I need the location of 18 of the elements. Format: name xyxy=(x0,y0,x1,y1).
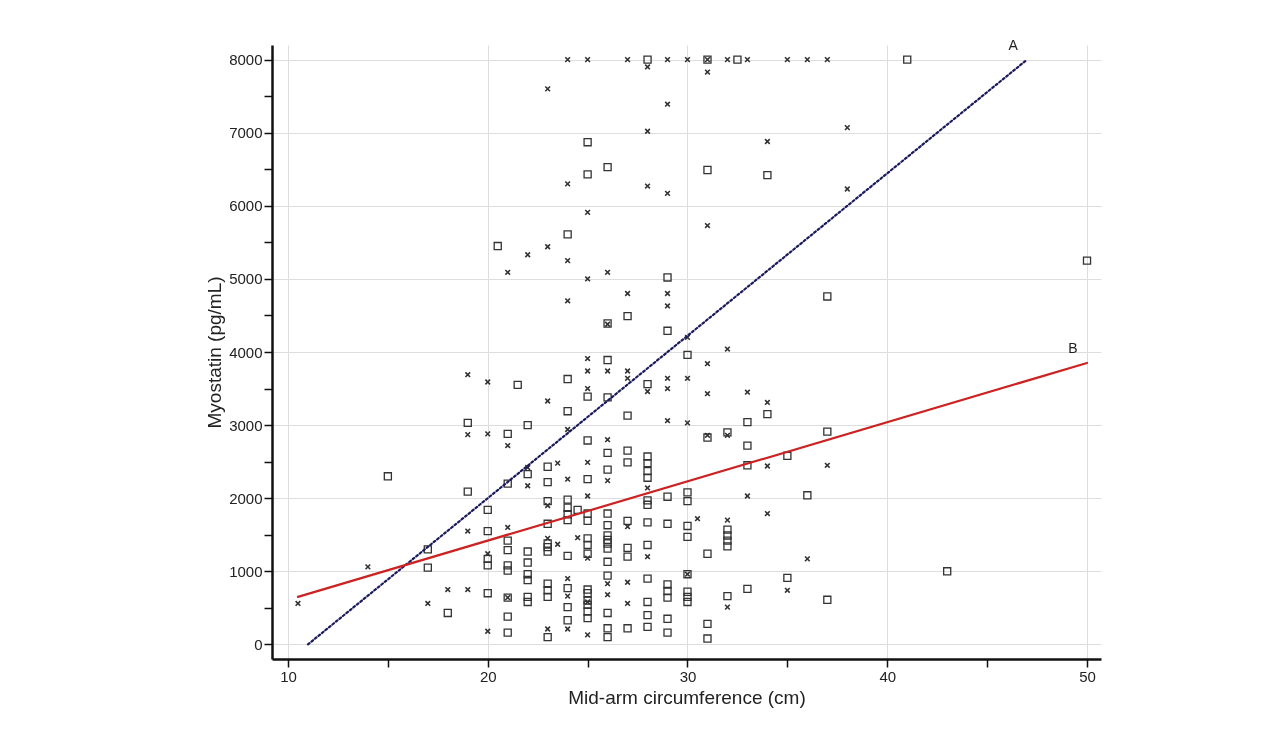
y-tick-label: 1000 xyxy=(229,562,263,580)
series-label: A xyxy=(1008,36,1019,53)
y-tick-label: 5000 xyxy=(229,270,263,288)
y-tick-label: 7000 xyxy=(229,124,263,142)
y-tick-label: 3000 xyxy=(229,416,263,434)
y-tick-label: 4000 xyxy=(229,343,263,361)
y-tick-label: 6000 xyxy=(229,197,263,215)
y-tick-label: 2000 xyxy=(229,489,263,507)
series-label: B xyxy=(1068,339,1078,356)
y-axis-title: Myostatin (pg/mL) xyxy=(204,276,226,429)
y-tick-label: 0 xyxy=(254,635,263,653)
x-tick-label: 20 xyxy=(479,667,497,685)
x-tick-label: 30 xyxy=(679,667,697,685)
x-tick-label: 10 xyxy=(280,667,297,685)
x-axis-title: Mid-arm circumference (cm) xyxy=(568,686,806,708)
x-tick-label: 40 xyxy=(879,667,897,685)
x-tick-label: 50 xyxy=(1079,667,1096,685)
y-tick-label: 8000 xyxy=(229,51,263,69)
